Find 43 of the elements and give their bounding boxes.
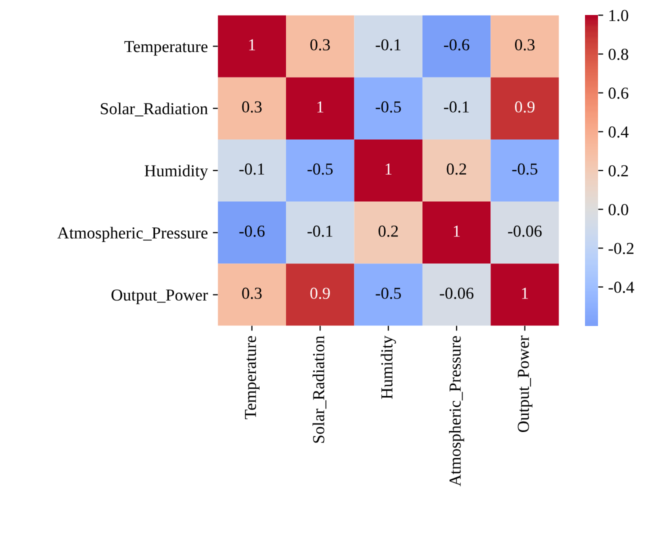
data-label: 1 [454,226,460,237]
data-label: 0.9 [515,101,535,113]
color-bar-label: 0.6 [608,88,628,99]
data-label: -0.6 [444,39,470,51]
data-label: 0.9 [310,288,330,299]
x-tick-label: Atmospheric_Pressure [449,336,464,486]
data-label: -0.5 [376,101,401,113]
color-bar-label: -0.2 [608,242,634,254]
y-tick-label: Temperature [124,41,208,56]
data-label: 1 [522,288,528,299]
data-label: 0.2 [446,163,466,175]
data-label: -0.5 [376,288,401,299]
x-tick-label: Humidity [380,336,396,399]
data-label: 0.3 [242,288,262,299]
color-bar-label: 0.8 [608,48,628,60]
data-label: 0.3 [515,39,535,51]
y-tick-label: Solar_Radiation [100,102,208,116]
data-label: -0.1 [376,39,401,51]
y-tick-label: Humidity [144,164,208,180]
color-bar-label: 0.4 [608,126,629,138]
data-label: 1 [317,101,324,112]
x-tick-label: Temperature [245,336,260,420]
color-bar-label: 0.0 [608,204,628,216]
data-label: -0.1 [308,226,332,237]
data-label: -0.1 [239,163,264,175]
y-tick-label: Atmospheric_Pressure [57,226,208,242]
data-label: 0.3 [242,101,262,113]
color-bar-label: 1.0 [609,10,628,22]
data-label: 0.2 [378,226,398,237]
y-tick-label: Output_Power [112,289,208,304]
data-label: -0.5 [512,163,538,175]
color-bar-label: -0.4 [608,282,634,293]
data-label: 1 [249,39,256,50]
data-label: 1 [386,164,392,175]
data-label: -0.5 [308,163,333,175]
data-label: -0.6 [239,226,265,237]
data-label: -0.06 [508,226,542,237]
data-label: -0.06 [440,288,474,299]
data-label: 0.3 [310,39,330,51]
x-tick-label: Solar_Radiation [312,336,326,443]
x-tick-label: Output_Power [518,336,532,432]
data-label: -0.1 [444,101,469,113]
color-bar-label: 0.2 [608,165,628,177]
